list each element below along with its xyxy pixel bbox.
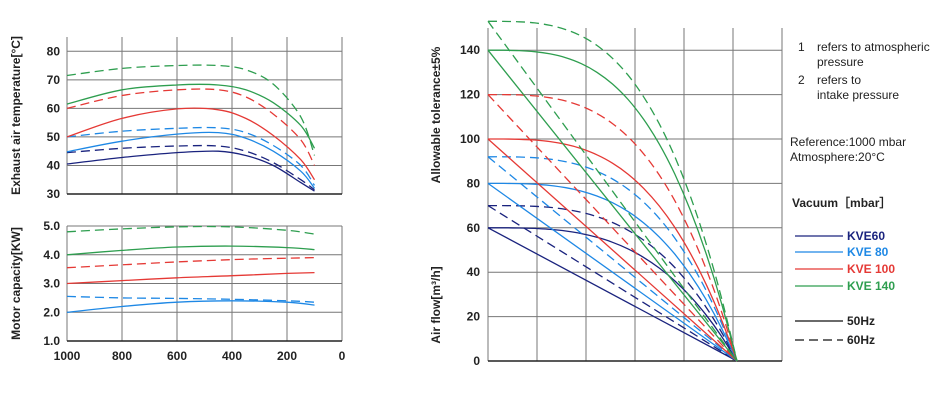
temp-series-kve140-60hz (66, 64, 316, 156)
air-series-kve100-50hz-curve-2 (487, 138, 738, 362)
note-2-line-2: intake pressure (817, 88, 899, 102)
air-y-tick-label: 20 (467, 310, 481, 324)
power-y-tick-label: 4.0 (43, 248, 60, 262)
temp-y-tick-label: 40 (47, 158, 61, 172)
air-y-tick-label: 120 (460, 88, 480, 102)
power-y-tick-label: 5.0 (43, 219, 60, 233)
legend-label-50hz: 50Hz (847, 314, 875, 328)
air-series-kve80-50hz-curve-2 (487, 182, 738, 362)
air-series-kve80-60hz-curve-1 (487, 156, 738, 362)
temp-y-axis-title: Exhaust air temperature[°C] (9, 36, 23, 195)
power-series-kve100-50hz (66, 271, 315, 285)
power-x-tick-label: 600 (167, 349, 187, 363)
air-series-kve140-50hz-curve-2 (487, 49, 738, 362)
air-series-kve60-50hz-curve-1 (487, 227, 738, 362)
power-x-tick-label: 400 (222, 349, 242, 363)
temp-y-tick-label: 80 (47, 44, 61, 58)
power-series-kve140-60hz (66, 225, 315, 235)
note-1-line-1: refers to atmospheric (817, 40, 930, 54)
air-series-kve60-60hz-curve-2 (487, 205, 738, 362)
temp-y-tick-label: 70 (47, 73, 61, 87)
note-2-number: 2 (798, 73, 805, 87)
legend-label-kve80: KVE 80 (847, 245, 889, 259)
temp-series-kve100-60hz (66, 88, 316, 166)
legend-title: Vacuum［mbar］ (792, 195, 891, 210)
legend-label-kve60: KVE60 (847, 229, 885, 243)
air-y-axis-title: Air flow[m³/h] (429, 266, 443, 343)
temp-y-tick-label: 50 (47, 130, 61, 144)
notes-block: 1 refers to atmospheric pressure 2 refer… (790, 40, 930, 164)
temp-series-kve80-60hz (66, 126, 316, 186)
air-series-kve100-60hz-curve-1 (487, 93, 738, 362)
power-x-tick-label: 800 (112, 349, 132, 363)
note-2-line-1: refers to (817, 73, 861, 87)
power-series-kve140-50hz (66, 245, 315, 256)
power-y-axis-title: Motor capacity[KW] (9, 227, 23, 340)
power-series-kve80-60hz (66, 295, 315, 303)
temp-y-tick-label: 30 (47, 187, 61, 201)
air-series-kve140-60hz-curve-2 (487, 20, 738, 362)
note-1-line-2: pressure (817, 55, 864, 69)
power-series-kve80-50hz (66, 300, 315, 313)
temp-series-kve140-50hz (66, 83, 316, 149)
legend-label-60hz: 60Hz (847, 333, 875, 347)
air-series-kve140-60hz-curve-1 (487, 20, 738, 362)
air-series-kve100-60hz-curve-2 (487, 94, 738, 362)
power-y-tick-label: 2.0 (43, 305, 60, 319)
air-y-tick-label: 0 (473, 354, 480, 368)
atmosphere-note: Atmosphere:20°C (790, 150, 885, 164)
air-y-tick-label: 100 (460, 132, 480, 146)
air-y-tick-label: 60 (467, 221, 481, 235)
legend-label-kve140: KVE 140 (847, 279, 895, 293)
temp-series-kve60-60hz (66, 144, 315, 191)
air-series-kve80-50hz-curve-1 (488, 182, 738, 362)
air-y-tick-label: 80 (467, 176, 481, 190)
power-x-tick-label: 200 (277, 349, 297, 363)
motor-capacity-chart: 1.0 2.0 3.0 4.0 5.0 1000 800 600 400 200 0 Motor ca… (9, 219, 346, 363)
power-y-tick-label: 1.0 (43, 334, 60, 348)
power-x-tick-label: 0 (339, 349, 346, 363)
air-series-kve140-50hz-curve-1 (487, 49, 738, 362)
note-1-number: 1 (798, 40, 805, 54)
power-series-kve100-60hz (66, 256, 315, 269)
air-series-kve60-60hz-curve-1 (488, 204, 738, 362)
temperature-chart: 30 40 50 60 70 80 Exhaust air temperature[°C] (9, 36, 343, 201)
temp-series-kve60-50hz (66, 150, 315, 192)
air-y-axis-title-2: Allowable tolerance±5% (429, 46, 443, 183)
legend: Vacuum［mbar］ KVE60 KVE 80 KVE 100 KVE 14… (792, 195, 895, 347)
air-series-kve60-50hz-curve-2 (487, 227, 738, 362)
temp-series-kve100-50hz (66, 107, 316, 181)
temp-y-tick-label: 60 (47, 101, 61, 115)
reference-note: Reference:1000 mbar (790, 135, 906, 149)
air-series-kve80-60hz-curve-2 (487, 156, 738, 362)
power-y-tick-label: 3.0 (43, 277, 60, 291)
power-x-tick-label: 1000 (54, 349, 81, 363)
air-y-tick-label: 140 (460, 43, 480, 57)
legend-label-kve100: KVE 100 (847, 262, 895, 276)
air-y-tick-label: 40 (467, 265, 481, 279)
temp-series-kve80-50hz (66, 131, 316, 189)
air-flow-chart: 0 20 40 60 80 100 120 140 Air flow[m³/h] Allowabl… (429, 20, 783, 368)
